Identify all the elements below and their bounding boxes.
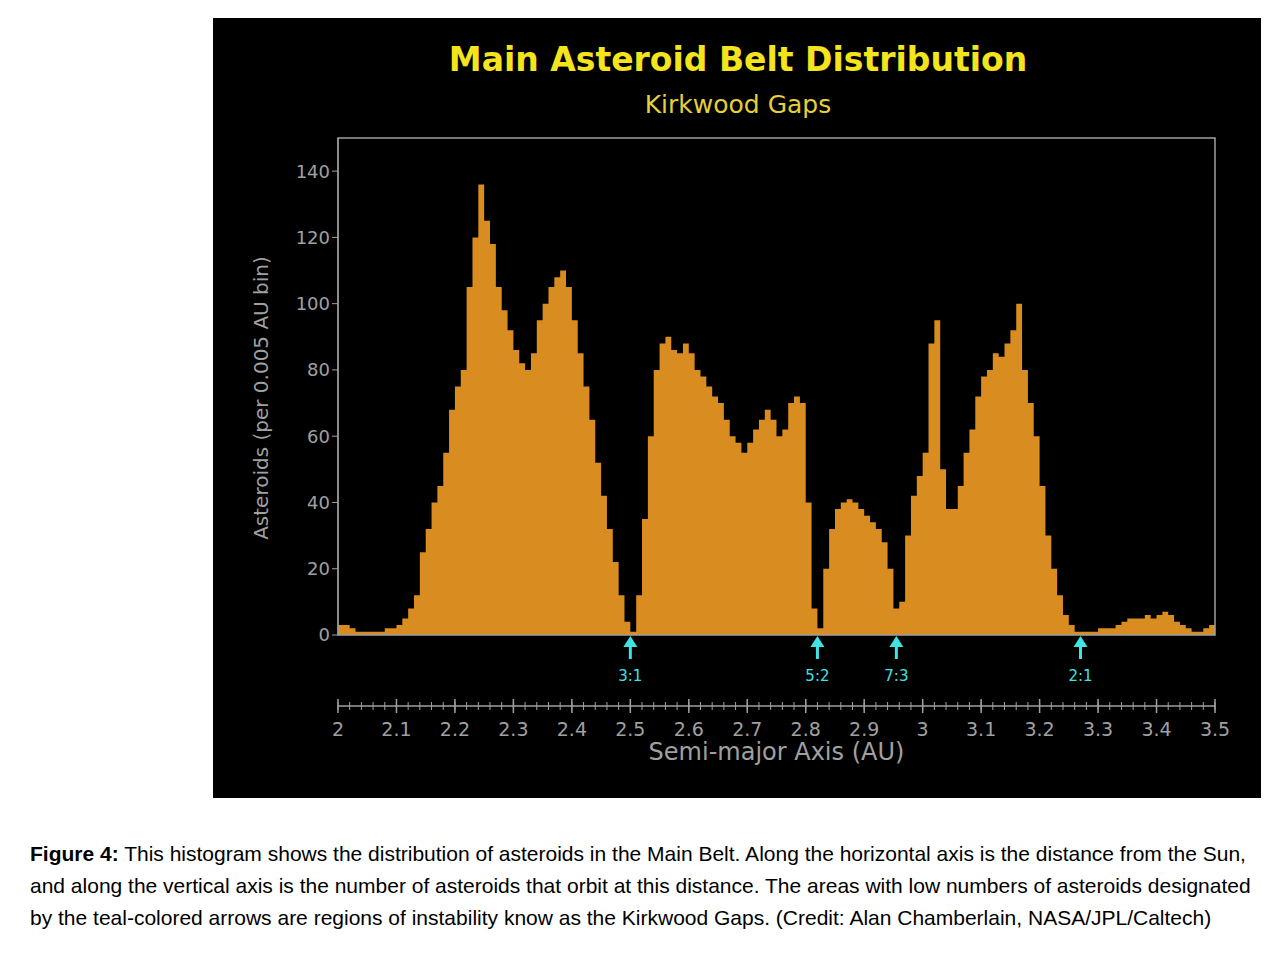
html-text:Figure 4: This histogram shows: Figure 4: This histogram shows the distr…	[30, 842, 1251, 929]
svg-text:5:2: 5:2	[805, 667, 829, 685]
svg-text:2.7: 2.7	[732, 718, 762, 740]
svg-text:2.1: 2.1	[381, 718, 411, 740]
html-text:Semi-major Axis (AU): Semi-major Axis (AU)	[648, 738, 905, 766]
svg-text:3.5: 3.5	[1200, 718, 1230, 740]
svg-text:2.2: 2.2	[440, 718, 470, 740]
html-text:Kirkwood Gaps: Kirkwood Gaps	[644, 90, 832, 119]
svg-text:0: 0	[319, 624, 330, 645]
svg-text:3.2: 3.2	[1024, 718, 1054, 740]
svg-text:7:3: 7:3	[884, 667, 908, 685]
svg-text:120: 120	[296, 227, 330, 248]
svg-text:3:1: 3:1	[618, 667, 642, 685]
svg-text:2:1: 2:1	[1068, 667, 1092, 685]
svg-text:3.1: 3.1	[966, 718, 996, 740]
svg-text:80: 80	[307, 359, 330, 380]
svg-text:40: 40	[307, 492, 330, 513]
svg-text:2.6: 2.6	[674, 718, 704, 740]
html-text:Main Asteroid Belt Distributio: Main Asteroid Belt Distribution	[448, 40, 1028, 79]
svg-text:3.4: 3.4	[1141, 718, 1171, 740]
svg-text:3: 3	[917, 718, 929, 740]
svg-text:20: 20	[307, 558, 330, 579]
svg-text:2.5: 2.5	[615, 718, 645, 740]
svg-text:2.4: 2.4	[557, 718, 587, 740]
svg-text:140: 140	[296, 161, 330, 182]
svg-text:2.9: 2.9	[849, 718, 879, 740]
html-text:Asteroids (per 0.005 AU bin): Asteroids (per 0.005 AU bin)	[249, 256, 273, 540]
svg-text:60: 60	[307, 426, 330, 447]
svg-text:3.3: 3.3	[1083, 718, 1113, 740]
svg-text:2: 2	[332, 718, 344, 740]
svg-text:2.3: 2.3	[498, 718, 528, 740]
svg-text:2.8: 2.8	[791, 718, 821, 740]
svg-text:100: 100	[296, 293, 330, 314]
